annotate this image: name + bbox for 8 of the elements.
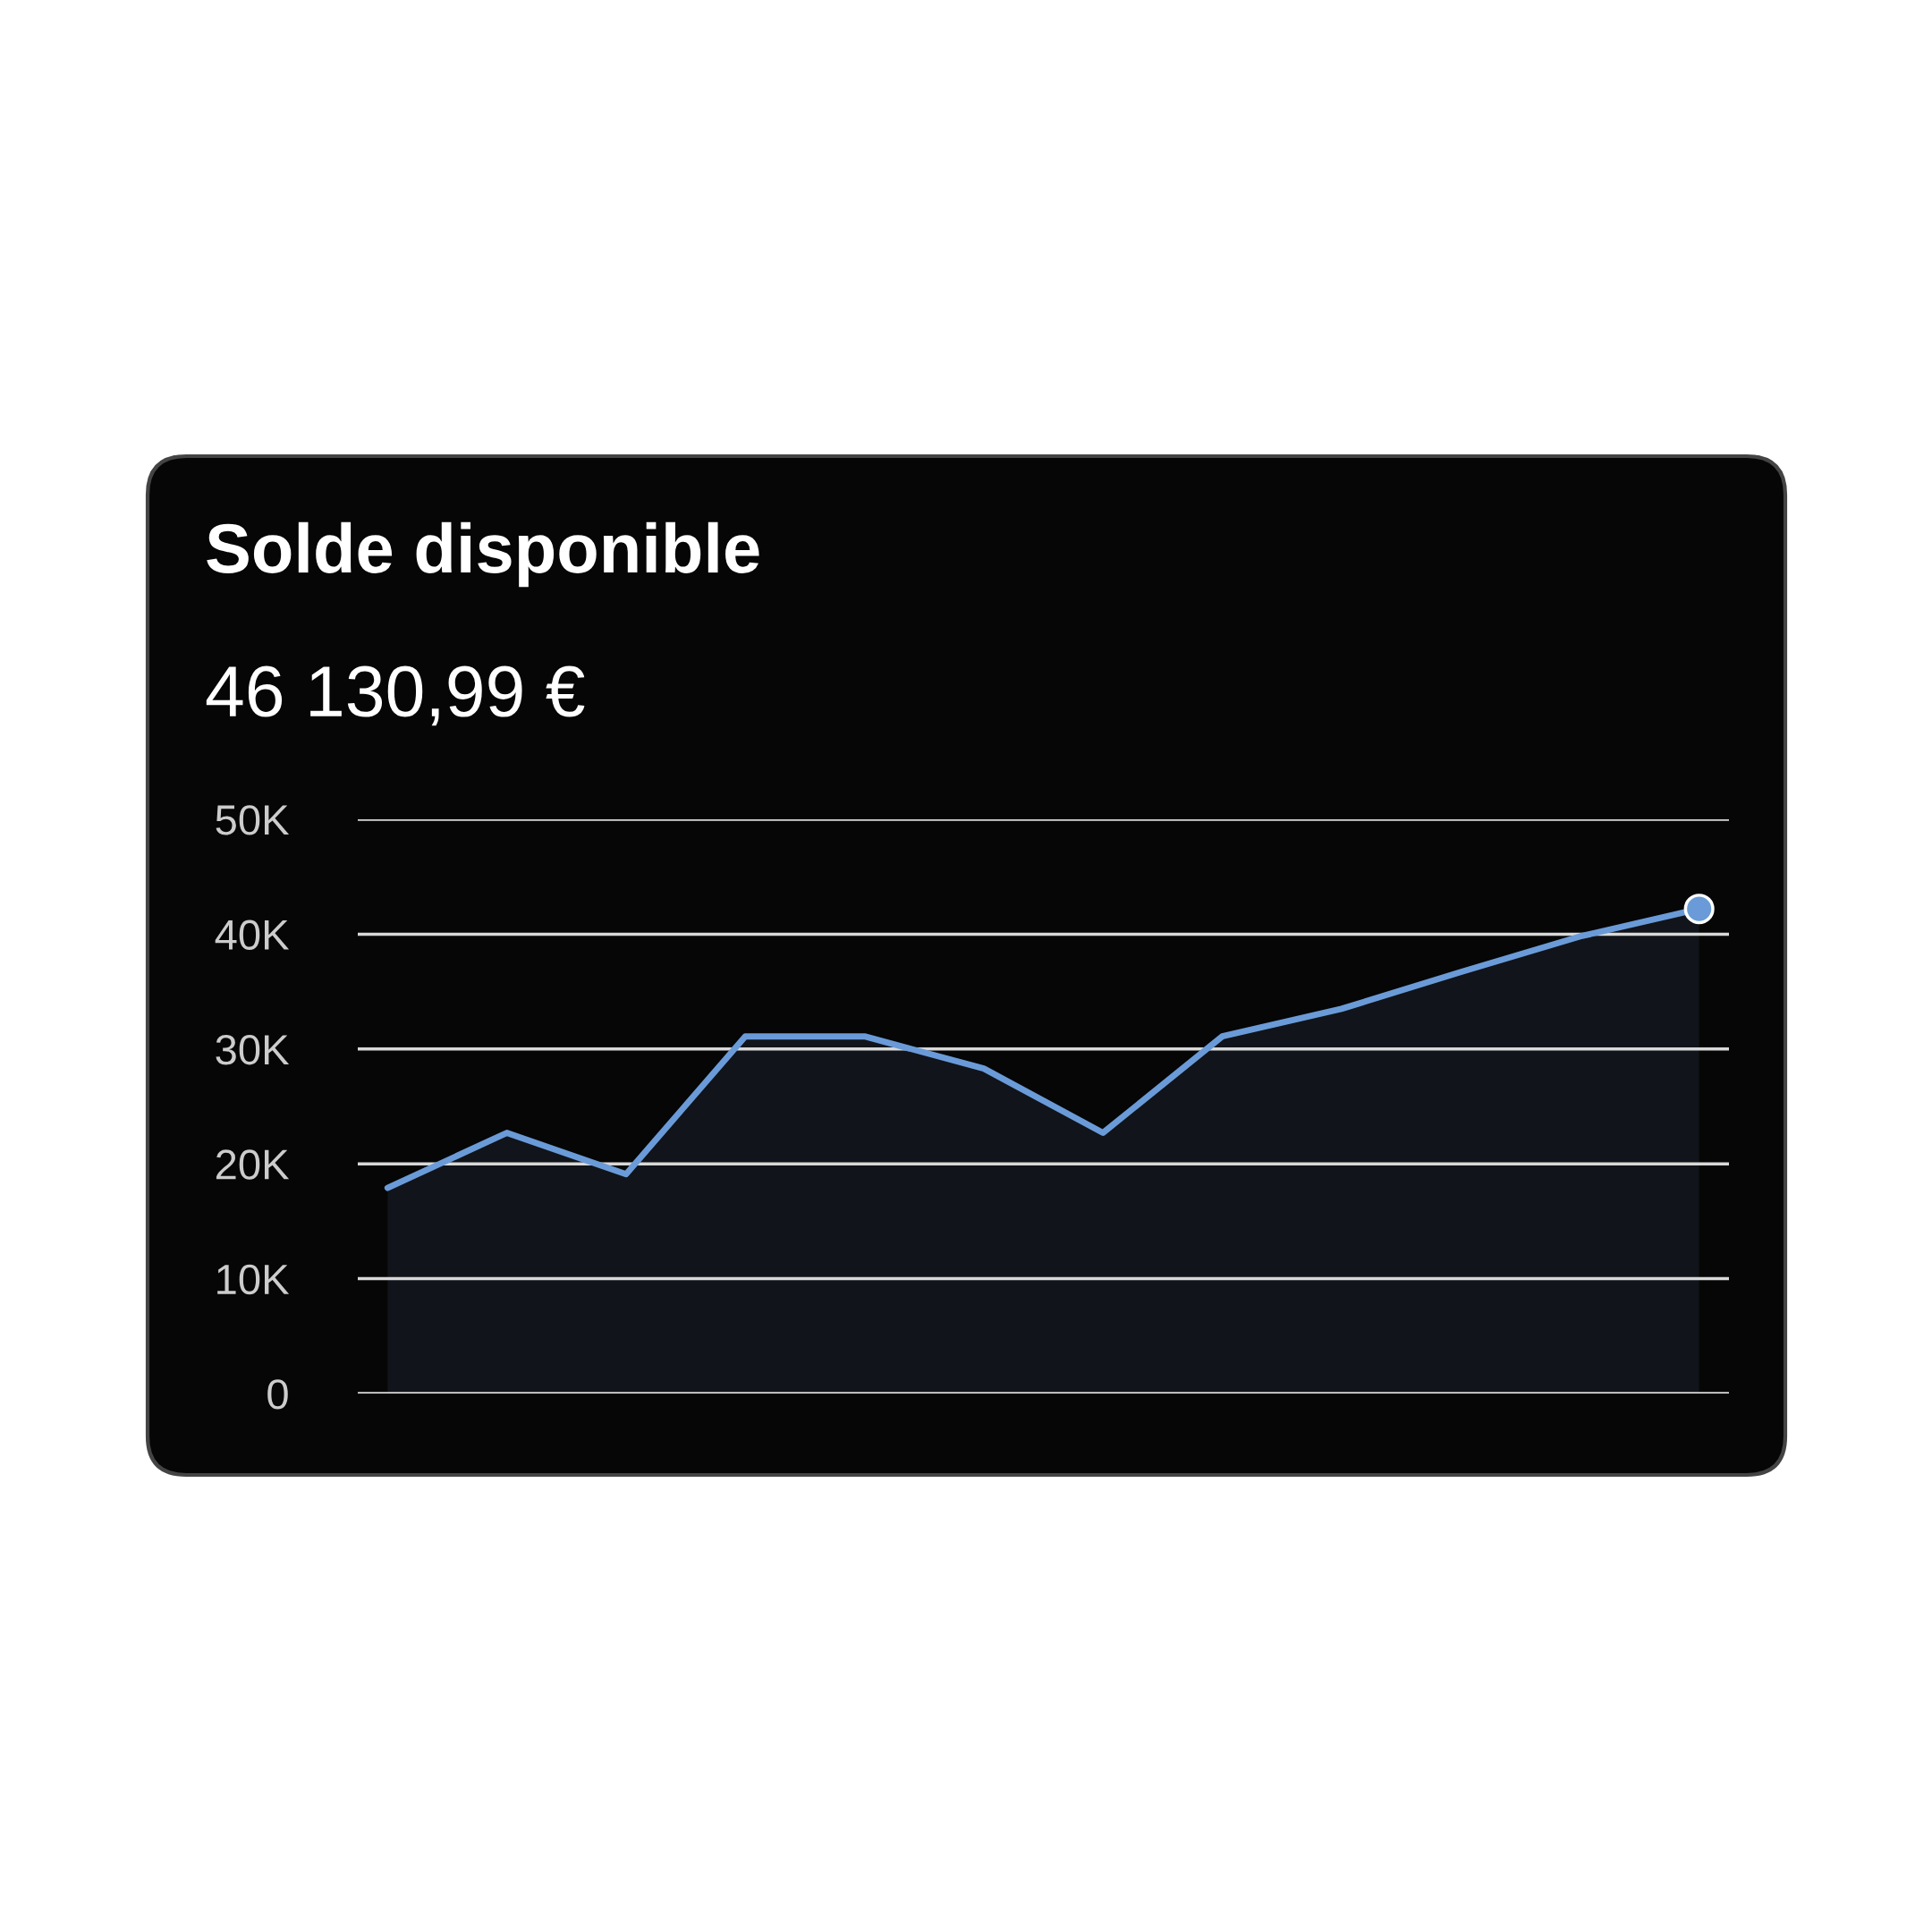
y-tick-label: 40K [215,919,290,950]
y-tick-label: 0 [267,1379,288,1410]
chart-title: Solde disponible [207,521,759,588]
chart-subtitle: 46 130,99 € [206,665,585,726]
y-tick-label: 20K [216,1149,290,1180]
y-tick-label: 10K [217,1264,290,1295]
y-tick-label: 30K [216,1034,290,1065]
y-tick-label: 50K [216,805,290,835]
